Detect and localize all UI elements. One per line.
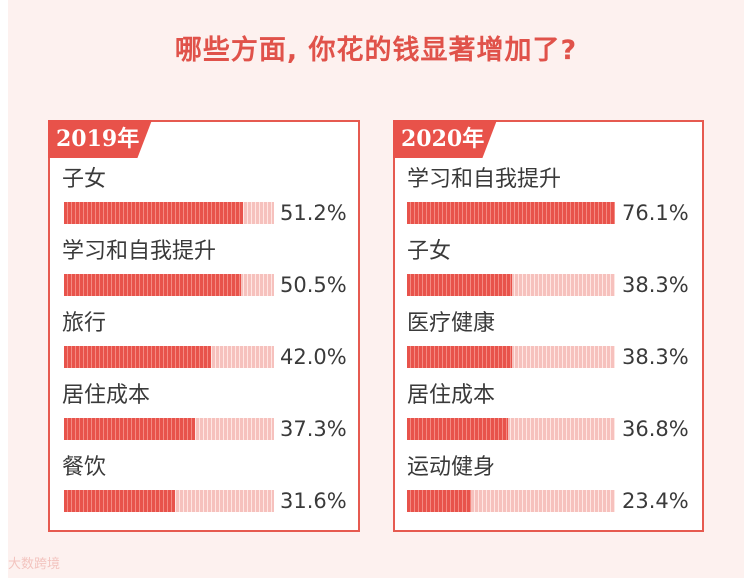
bar-value-label: 38.3% <box>622 273 689 297</box>
left-margin <box>0 0 8 578</box>
bar-track <box>64 418 274 440</box>
bar-row: 居住成本 37.3% <box>50 382 358 444</box>
bar-category-label: 旅行 <box>62 311 107 336</box>
bar-track <box>64 202 274 224</box>
panel-2020: 2020年 学习和自我提升 76.1% 子女 38.3% 医疗健康 38.3% 居住成本 36… <box>393 120 704 532</box>
bar-row: 学习和自我提升 76.1% <box>395 166 702 228</box>
bar-value-label: 37.3% <box>280 417 347 441</box>
bar-category-label: 医疗健康 <box>407 311 496 336</box>
bar-value-label: 36.8% <box>622 417 689 441</box>
bar-category-label: 运动健身 <box>407 455 496 480</box>
bar-fill <box>407 490 471 512</box>
bar-fill <box>407 346 512 368</box>
bar-fill <box>64 490 175 512</box>
bar-fill <box>407 274 512 296</box>
bar-track <box>407 202 615 224</box>
bar-value-label: 76.1% <box>622 201 689 225</box>
bar-track <box>407 346 615 368</box>
bar-row: 子女 51.2% <box>50 166 358 228</box>
infographic-title: 哪些方面, 你花的钱显著增加了? <box>174 35 578 66</box>
bar-category-label: 学习和自我提升 <box>407 167 562 192</box>
watermark-text: 大数跨境 <box>8 557 61 572</box>
bar-value-label: 38.3% <box>622 345 689 369</box>
bar-row: 居住成本 36.8% <box>395 382 702 444</box>
panel-year-tag: 2019年 <box>48 120 152 158</box>
panel-2019: 2019年 子女 51.2% 学习和自我提升 50.5% 旅行 42.0% 居住成本 37.3… <box>48 120 360 532</box>
bar-track <box>407 274 615 296</box>
bar-row: 餐饮 31.6% <box>50 454 358 516</box>
bar-value-label: 42.0% <box>280 345 347 369</box>
panel-year-tag: 2020年 <box>393 120 497 158</box>
bar-category-label: 居住成本 <box>407 383 496 408</box>
bar-category-label: 子女 <box>407 239 452 264</box>
bar-category-label: 学习和自我提升 <box>62 239 217 264</box>
bar-fill <box>64 418 195 440</box>
bar-fill <box>64 346 211 368</box>
bar-track <box>64 346 274 368</box>
bar-category-label: 餐饮 <box>62 455 107 480</box>
bar-row: 学习和自我提升 50.5% <box>50 238 358 300</box>
bar-row: 子女 38.3% <box>395 238 702 300</box>
bar-category-label: 居住成本 <box>62 383 151 408</box>
bar-row: 医疗健康 38.3% <box>395 310 702 372</box>
bar-track <box>407 490 615 512</box>
bar-value-label: 31.6% <box>280 489 347 513</box>
bar-fill <box>64 202 244 224</box>
right-margin <box>744 0 752 578</box>
bar-row: 运动健身 23.4% <box>395 454 702 516</box>
bar-fill <box>64 274 241 296</box>
bar-track <box>64 274 274 296</box>
bar-category-label: 子女 <box>62 167 107 192</box>
bar-value-label: 23.4% <box>622 489 689 513</box>
bar-row: 旅行 42.0% <box>50 310 358 372</box>
bar-fill <box>407 418 508 440</box>
bar-value-label: 51.2% <box>280 201 347 225</box>
bar-value-label: 50.5% <box>280 273 347 297</box>
bar-track <box>407 418 615 440</box>
bar-fill <box>407 202 615 224</box>
bar-track <box>64 490 274 512</box>
